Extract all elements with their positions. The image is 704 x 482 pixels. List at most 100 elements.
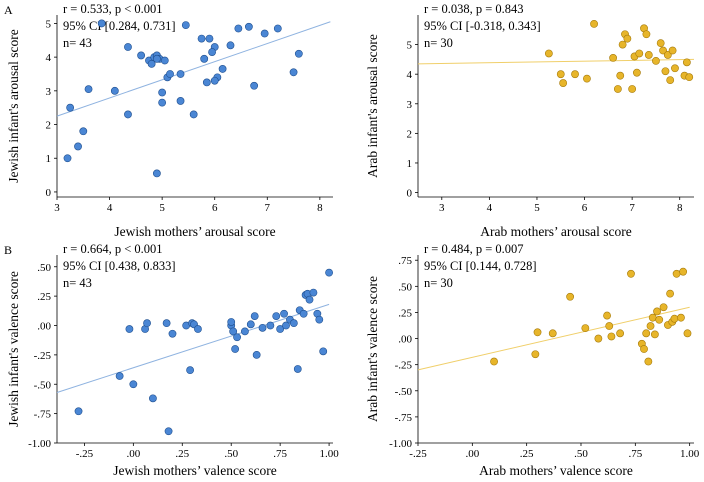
data-point	[544, 49, 553, 58]
data-point	[208, 48, 216, 56]
data-point	[266, 321, 275, 330]
data-point	[644, 357, 653, 366]
fit-line	[56, 21, 331, 117]
data-point	[677, 313, 685, 322]
data-point	[250, 81, 259, 90]
data-point	[652, 56, 660, 65]
data-point	[566, 292, 575, 301]
data-point	[84, 85, 93, 94]
data-point	[325, 268, 333, 277]
data-point	[97, 19, 106, 28]
data-point	[672, 269, 681, 278]
chart-jewish-arousal: r = 0.533, p < 0.001 95% CI [0.284, 0.73…	[6, 2, 333, 239]
fit-line	[56, 303, 330, 393]
stat-r: r = 0.484, p = 0.007	[424, 242, 524, 256]
data-point	[294, 49, 303, 58]
data-point	[289, 319, 298, 328]
data-point	[533, 328, 542, 337]
data-point	[234, 24, 243, 33]
x-tick-label: .50	[224, 448, 238, 460]
data-point	[229, 327, 238, 336]
x-tick-label: 6	[582, 202, 588, 214]
y-tick-label: 1	[46, 153, 52, 165]
data-point	[258, 323, 267, 332]
data-point	[176, 70, 185, 78]
data-point	[559, 79, 568, 87]
data-point	[272, 312, 281, 320]
y-tick-label: 4	[46, 52, 52, 64]
data-point	[315, 315, 324, 324]
data-point	[241, 327, 249, 336]
data-point	[218, 65, 227, 73]
data-point	[659, 46, 667, 55]
y-tick-label: -.25	[395, 360, 413, 372]
x-tick-label: .00	[126, 448, 140, 460]
panel-letter-b: B	[4, 243, 12, 257]
y-tick-label: .25	[398, 307, 412, 319]
data-point	[110, 86, 119, 95]
x-tick-label: 1.00	[319, 448, 339, 460]
data-point	[594, 334, 603, 343]
x-tick-label: 6	[212, 202, 218, 214]
stat-ci: 95% CI [-0.318, 0.343]	[424, 19, 541, 33]
data-point	[682, 58, 691, 67]
y-tick-label: 1	[407, 158, 413, 170]
data-point	[289, 68, 298, 77]
x-axis-label: Arab mothers’ valence score	[479, 463, 633, 478]
data-point	[210, 76, 219, 85]
x-tick-label: 1.00	[680, 448, 700, 460]
data-point	[656, 39, 665, 48]
data-point	[143, 319, 151, 328]
data-point	[642, 30, 651, 39]
chart-arab-valence: r = 0.484, p = 0.007 95% CI [0.144, 0.72…	[365, 242, 700, 478]
data-point	[319, 347, 328, 356]
x-tick-label: 4	[487, 202, 493, 214]
y-tick-label: -.25	[34, 350, 52, 362]
data-point	[115, 372, 124, 380]
stat-r: r = 0.038, p = 0.843	[424, 2, 524, 16]
data-point	[605, 322, 614, 330]
data-point	[273, 24, 282, 33]
data-point	[152, 169, 161, 178]
data-point	[205, 34, 214, 43]
data-point	[668, 46, 677, 55]
data-point	[124, 43, 132, 51]
y-axis-label: Arab infant's arousal score	[365, 34, 380, 178]
data-point	[233, 333, 241, 342]
data-point	[200, 54, 209, 63]
data-point	[162, 319, 171, 328]
x-tick-label: -.25	[409, 448, 427, 460]
data-point	[152, 54, 161, 63]
y-tick-label: .25	[37, 291, 51, 303]
data-point	[164, 427, 173, 436]
data-point	[531, 350, 540, 359]
data-point	[666, 289, 674, 298]
y-tick-label: -1.00	[28, 438, 51, 450]
data-point	[648, 313, 657, 322]
x-tick-label: .00	[465, 448, 479, 460]
data-point	[590, 19, 598, 28]
data-point	[137, 51, 146, 60]
y-axis-label: Arab infant's valence score	[365, 276, 380, 422]
data-point	[63, 154, 72, 163]
stat-r: r = 0.533, p < 0.001	[63, 2, 163, 16]
chart-jewish-valence: r = 0.664, p < 0.001 95% CI [0.438, 0.83…	[6, 242, 339, 478]
data-point	[305, 295, 314, 304]
stat-n: n= 43	[63, 36, 92, 50]
x-tick-label: .25	[175, 448, 189, 460]
data-point	[556, 70, 565, 79]
data-point	[583, 74, 591, 83]
stat-ci: 95% CI [0.438, 0.833]	[63, 259, 176, 273]
data-point	[490, 357, 498, 366]
data-point	[640, 345, 648, 353]
y-tick-label: .00	[37, 321, 51, 333]
data-point	[197, 34, 206, 43]
stat-n: n= 30	[424, 36, 453, 50]
chart-arab-arousal: r = 0.038, p = 0.843 95% CI [-0.318, 0.3…	[365, 2, 695, 239]
data-point	[194, 325, 202, 333]
x-tick-label: 8	[317, 202, 323, 214]
data-point	[632, 68, 641, 77]
stat-ci: 95% CI [0.144, 0.728]	[424, 259, 537, 273]
data-point	[663, 51, 672, 59]
stat-r: r = 0.664, p < 0.001	[63, 242, 163, 256]
